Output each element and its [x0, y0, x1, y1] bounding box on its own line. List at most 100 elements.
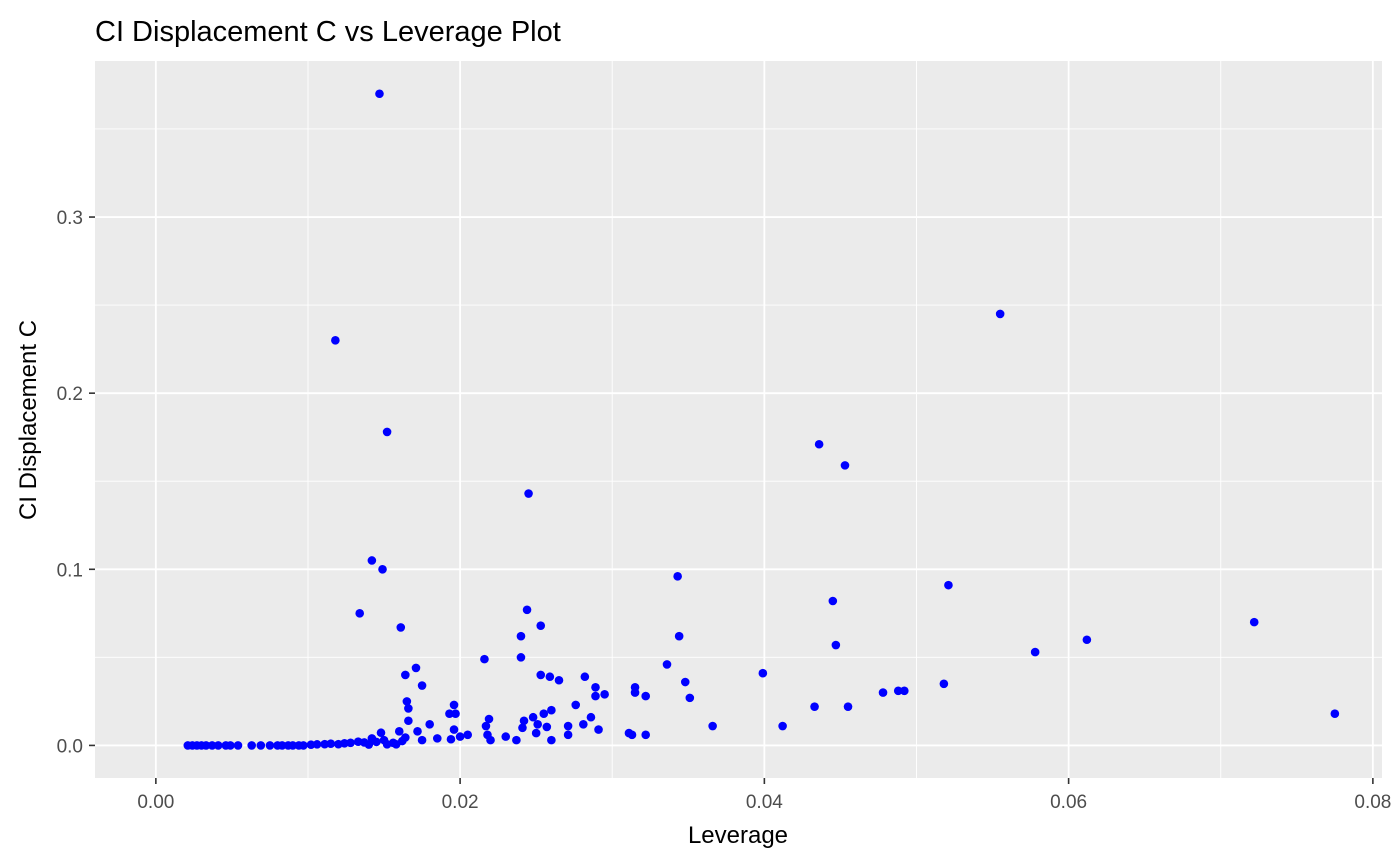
data-point [580, 672, 590, 682]
data-point [518, 723, 527, 733]
minor-gridlines [95, 61, 1382, 778]
data-point [394, 727, 404, 736]
data-point [563, 730, 573, 740]
data-point [486, 735, 495, 745]
data-point [522, 605, 532, 615]
data-point [533, 719, 542, 729]
data-point [331, 336, 340, 345]
data-point [545, 672, 555, 682]
data-point [519, 716, 529, 726]
data-point [627, 730, 637, 740]
chart-title: CI Displacement C vs Leverage Plot [95, 16, 561, 48]
data-point [778, 721, 787, 731]
axis-ticks [89, 216, 1374, 784]
y-tick-label: 0.0 [57, 736, 83, 757]
data-point [600, 690, 609, 699]
data-point [449, 725, 459, 734]
x-axis-title: Leverage [688, 822, 788, 849]
x-tick-label: 0.08 [1354, 792, 1391, 813]
data-point [233, 741, 243, 750]
data-point [312, 740, 322, 749]
data-point [299, 741, 308, 750]
data-point [480, 654, 489, 664]
x-tick-label: 0.02 [442, 792, 479, 813]
data-point [641, 691, 651, 701]
data-point [404, 716, 413, 726]
data-point [367, 556, 377, 565]
data-point [463, 730, 473, 740]
data-point [326, 739, 336, 748]
data-points [183, 89, 1340, 750]
data-point [900, 686, 909, 696]
data-point [586, 712, 596, 722]
data-point [1082, 635, 1092, 645]
data-point [481, 721, 491, 731]
data-point [417, 681, 427, 690]
y-tick-label: 0.2 [57, 384, 83, 405]
data-point [288, 741, 298, 750]
data-point [213, 741, 223, 750]
data-point [810, 702, 819, 711]
data-point [685, 693, 695, 703]
data-point [346, 738, 355, 748]
data-point [571, 700, 581, 710]
data-point [201, 741, 211, 750]
data-point [673, 572, 682, 581]
data-point [939, 679, 949, 689]
data-point [355, 609, 365, 618]
data-point [828, 596, 838, 606]
data-point [579, 719, 588, 729]
data-point [401, 670, 410, 680]
data-point [840, 461, 850, 470]
data-point [944, 580, 953, 590]
data-point [831, 640, 841, 650]
data-point [563, 721, 573, 731]
panel-background [95, 61, 1382, 778]
data-point [995, 309, 1005, 319]
data-point [402, 697, 412, 706]
data-point [1030, 647, 1040, 657]
data-point [207, 741, 217, 750]
data-point [591, 682, 600, 692]
data-point [376, 728, 386, 738]
data-point [484, 714, 494, 724]
data-point [401, 733, 410, 742]
data-point [674, 631, 684, 641]
data-point [524, 489, 533, 498]
data-point [445, 709, 454, 719]
data-point [662, 660, 672, 669]
data-point [256, 741, 266, 750]
data-point [594, 725, 603, 734]
data-point [893, 686, 903, 696]
data-point [641, 730, 651, 740]
data-point [226, 741, 235, 750]
data-point [512, 735, 521, 745]
data-point [446, 734, 456, 744]
data-point [539, 709, 549, 719]
data-point [878, 688, 888, 697]
data-point [417, 735, 427, 745]
data-point [708, 721, 717, 731]
data-point [378, 564, 387, 574]
data-point [680, 677, 690, 687]
data-point [247, 741, 256, 750]
data-point [528, 712, 538, 722]
data-point [372, 737, 381, 747]
data-point [531, 728, 541, 738]
data-point [536, 670, 546, 680]
data-point [516, 631, 526, 641]
data-point [455, 732, 465, 741]
data-point [432, 734, 442, 743]
x-tick-label: 0.04 [746, 792, 783, 813]
data-point [413, 727, 422, 736]
data-point [547, 735, 556, 745]
y-tick-label: 0.1 [57, 560, 83, 581]
data-point [547, 705, 556, 715]
data-point [382, 427, 392, 437]
x-tick-label: 0.06 [1050, 792, 1087, 813]
y-axis-title: CI Displacement C [15, 320, 42, 520]
data-point [451, 709, 460, 719]
data-point [1249, 617, 1259, 627]
data-point [554, 675, 564, 685]
data-point [536, 621, 546, 630]
